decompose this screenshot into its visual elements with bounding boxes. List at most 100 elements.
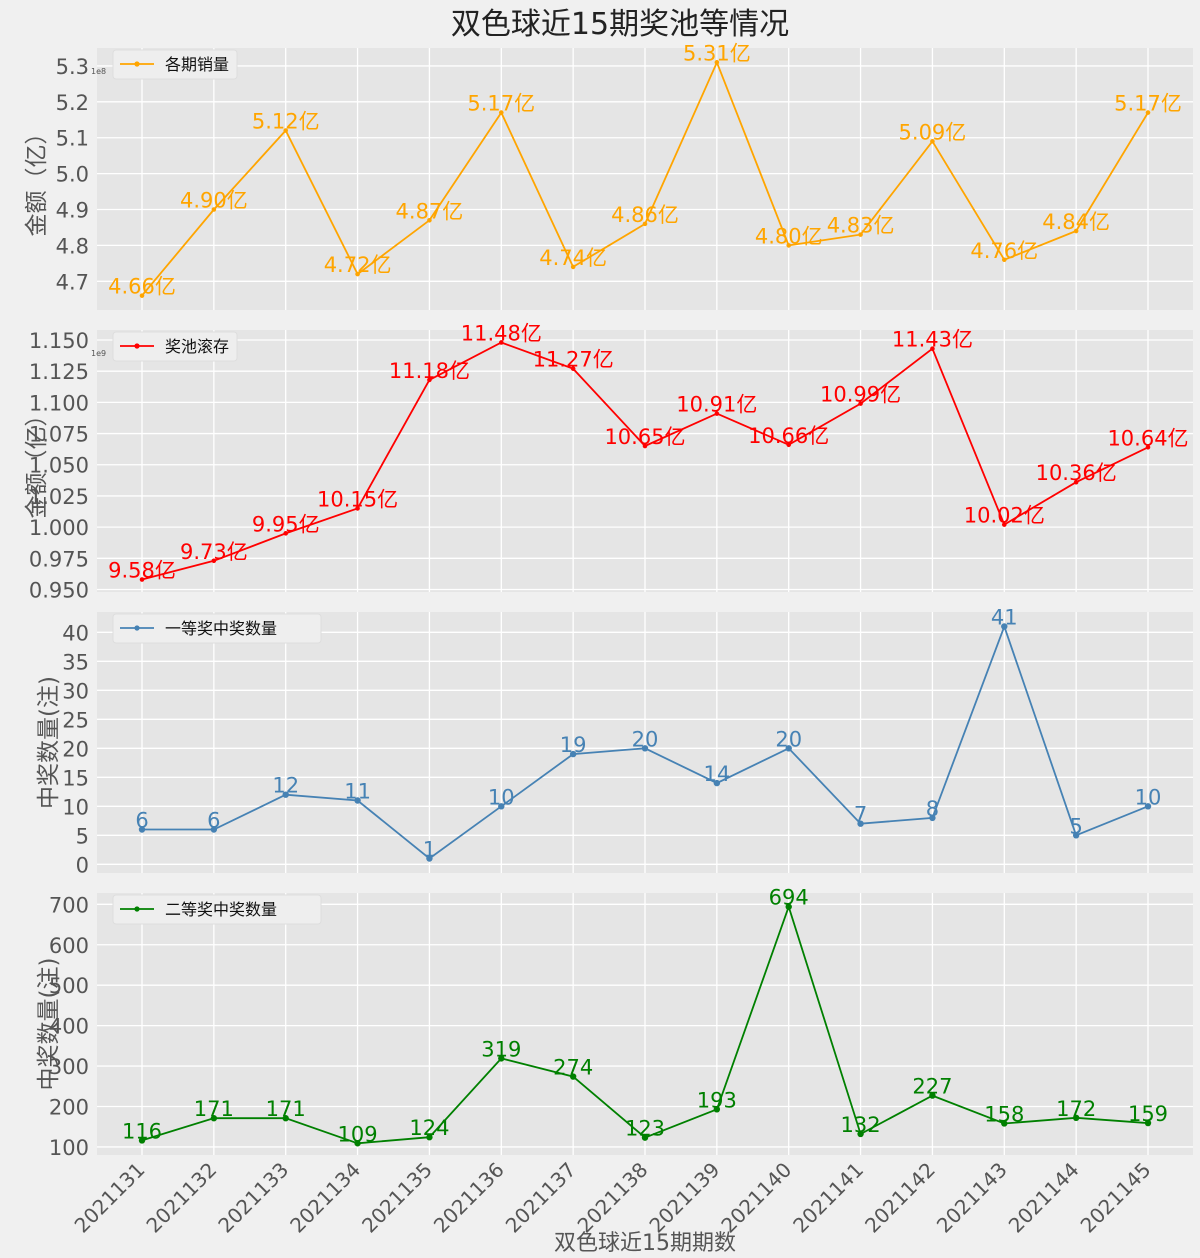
data-point bbox=[354, 797, 361, 804]
data-label: 5.17亿 bbox=[467, 92, 535, 116]
data-point bbox=[714, 411, 720, 416]
data-point bbox=[139, 293, 145, 298]
data-label: 11.27亿 bbox=[533, 348, 614, 372]
y-tick-label: 40 bbox=[62, 621, 89, 645]
data-label: 10 bbox=[1135, 785, 1162, 809]
legend-box bbox=[112, 331, 238, 362]
y-tick-label: 30 bbox=[62, 679, 89, 703]
data-label: 9.95亿 bbox=[252, 512, 320, 536]
legend-label: 奖池滚存 bbox=[165, 337, 229, 356]
y-axis-label: 中奖数量(注) bbox=[36, 958, 62, 1091]
data-point bbox=[355, 506, 360, 511]
y-tick-label: 10 bbox=[62, 795, 89, 819]
y-tick-label: 1.100 bbox=[29, 391, 89, 415]
data-point bbox=[858, 401, 863, 406]
data-label: 20 bbox=[775, 727, 802, 751]
data-label: 193 bbox=[697, 1088, 737, 1112]
x-axis-label: 双色球近15期期数 bbox=[554, 1231, 736, 1256]
legend: 一等奖中奖数量 bbox=[112, 613, 322, 644]
data-label: 4.86亿 bbox=[611, 203, 679, 227]
data-label: 694 bbox=[769, 886, 809, 910]
legend-box bbox=[112, 49, 238, 80]
data-label: 171 bbox=[194, 1097, 234, 1121]
y-offset-text: 1e8 bbox=[91, 67, 106, 76]
data-point bbox=[1072, 832, 1080, 839]
y-tick-label: 400 bbox=[49, 1015, 89, 1039]
data-label: 319 bbox=[481, 1037, 521, 1061]
y-tick-label: 35 bbox=[62, 650, 89, 674]
data-point bbox=[138, 826, 146, 833]
data-label: 158 bbox=[984, 1102, 1024, 1126]
data-label: 11.43亿 bbox=[892, 328, 973, 352]
y-tick-label: 300 bbox=[49, 1055, 89, 1079]
y-axis-label: 金额（亿） bbox=[24, 122, 50, 237]
y-tick-label: 1.150 bbox=[29, 329, 89, 353]
data-point bbox=[569, 1073, 577, 1080]
data-point bbox=[354, 1140, 361, 1147]
data-label: 19 bbox=[560, 733, 587, 757]
data-label: 159 bbox=[1128, 1102, 1168, 1126]
data-label: 132 bbox=[841, 1113, 881, 1137]
data-point bbox=[211, 558, 217, 564]
data-point bbox=[426, 1134, 433, 1141]
data-point bbox=[498, 110, 504, 115]
legend: 奖池滚存 bbox=[112, 331, 238, 362]
data-point bbox=[498, 803, 505, 810]
data-label: 4.76亿 bbox=[970, 239, 1038, 263]
legend-marker bbox=[134, 61, 140, 67]
data-label: 5 bbox=[1069, 814, 1082, 838]
y-axis-label: 金额（亿） bbox=[24, 404, 50, 519]
legend: 二等奖中奖数量 bbox=[112, 894, 322, 925]
y-tick-label: 4.7 bbox=[56, 270, 89, 294]
y-tick-label: 5.3 bbox=[56, 55, 89, 79]
data-label: 4.80亿 bbox=[755, 224, 823, 248]
y-tick-label: 20 bbox=[62, 737, 89, 761]
data-point bbox=[283, 128, 289, 133]
data-label: 4.74亿 bbox=[539, 246, 607, 270]
data-point bbox=[282, 791, 289, 798]
data-point bbox=[713, 779, 721, 787]
y-tick-label: 0.975 bbox=[29, 547, 89, 571]
data-point bbox=[930, 346, 935, 352]
data-label: 41 bbox=[991, 606, 1018, 630]
data-point bbox=[570, 264, 576, 270]
y-tick-label: 0.950 bbox=[29, 579, 89, 603]
data-point bbox=[1001, 1120, 1008, 1127]
data-point bbox=[210, 826, 218, 833]
data-label: 9.58亿 bbox=[108, 559, 176, 583]
data-label: 5.09亿 bbox=[899, 120, 967, 144]
y-tick-label: 4.8 bbox=[56, 234, 89, 258]
y-tick-label: 0 bbox=[76, 853, 89, 877]
data-label: 4.84亿 bbox=[1042, 210, 1110, 234]
y-tick-label: 25 bbox=[62, 708, 89, 732]
data-label: 5.17亿 bbox=[1114, 92, 1182, 116]
data-point bbox=[1073, 479, 1079, 485]
data-point bbox=[930, 139, 935, 144]
legend: 各期销量 bbox=[112, 49, 238, 80]
data-label: 12 bbox=[272, 774, 299, 798]
y-tick-label: 600 bbox=[49, 934, 89, 958]
figure-title: 双色球近15期奖池等情况 bbox=[451, 7, 789, 42]
data-point bbox=[283, 531, 289, 536]
y-tick-label: 1.075 bbox=[29, 423, 89, 447]
data-label: 10.65亿 bbox=[604, 425, 685, 449]
data-point bbox=[1072, 1114, 1080, 1122]
data-label: 6 bbox=[207, 809, 220, 833]
legend-marker bbox=[134, 343, 140, 349]
legend-box bbox=[112, 613, 322, 644]
data-point bbox=[858, 232, 863, 237]
y-axis-label: 中奖数量(注) bbox=[36, 676, 62, 809]
data-point bbox=[427, 217, 432, 223]
data-label: 5.12亿 bbox=[252, 110, 320, 134]
data-point bbox=[498, 340, 504, 345]
data-label: 123 bbox=[625, 1117, 665, 1141]
legend-box bbox=[112, 894, 322, 925]
data-label: 14 bbox=[703, 762, 730, 786]
data-point bbox=[857, 820, 864, 827]
data-point bbox=[138, 1137, 146, 1144]
data-label: 20 bbox=[632, 727, 659, 751]
data-label: 10 bbox=[488, 785, 515, 809]
data-point bbox=[713, 1106, 721, 1113]
